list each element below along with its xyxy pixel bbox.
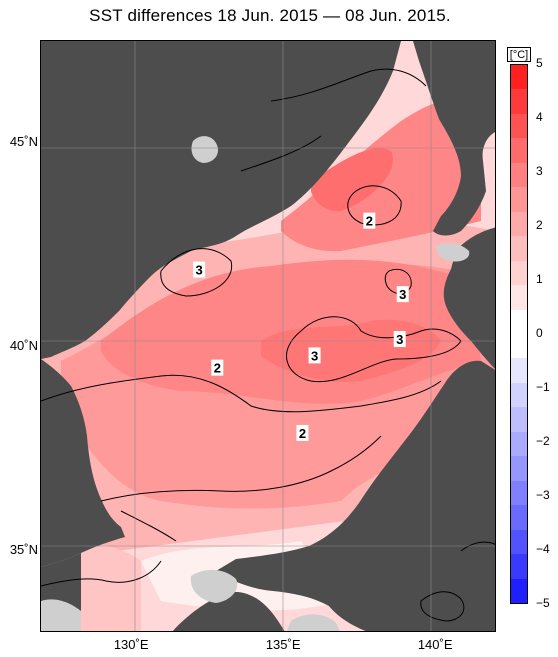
- colorbar-segment: [511, 89, 527, 115]
- svg-text:3: 3: [195, 263, 202, 278]
- colorbar-segment: [511, 113, 527, 139]
- colorbar-tick-label: −1: [536, 380, 550, 394]
- colorbar-tick-label: 0: [536, 326, 543, 340]
- colorbar-segment: [511, 456, 527, 482]
- colorbar-tick-label: 3: [536, 164, 543, 178]
- no-data-areas: [41, 136, 470, 631]
- svg-text:2: 2: [366, 214, 373, 229]
- colorbar-segment: [511, 211, 527, 237]
- svg-text:2: 2: [299, 426, 306, 441]
- latitude-label: 45˚N: [9, 134, 38, 150]
- colorbar-tick-label: −2: [536, 434, 550, 448]
- colorbar-tick-label: −5: [536, 596, 550, 610]
- sst-map: 2 3 3 3 3 2 2: [40, 40, 496, 632]
- colorbar-tick-label: 1: [536, 272, 543, 286]
- contour-value-label: 2: [363, 212, 376, 229]
- colorbar-tick-label: 4: [536, 110, 543, 124]
- colorbar-segment: [511, 236, 527, 262]
- svg-text:3: 3: [311, 348, 318, 363]
- colorbar-segment: [511, 554, 527, 580]
- contour-value-label: 2: [211, 359, 224, 376]
- longitude-label: 135˚E: [265, 637, 301, 652]
- colorbar-segment: [511, 431, 527, 457]
- grid-lines: [41, 41, 495, 631]
- colorbar-tick-label: −4: [536, 542, 550, 556]
- longitude-label: 140˚E: [417, 637, 453, 652]
- colorbar-segment: [511, 260, 527, 286]
- page-title: SST differences 18 Jun. 2015 — 08 Jun. 2…: [89, 6, 451, 25]
- colorbar-tick-label: −3: [536, 488, 550, 502]
- longitude-label: 130˚E: [113, 637, 149, 652]
- colorbar-segment: [511, 187, 527, 213]
- svg-text:2: 2: [214, 361, 221, 376]
- contour-value-label: 3: [393, 331, 406, 348]
- latitude-label: 40˚N: [9, 338, 38, 354]
- colorbar-segment: [511, 65, 527, 90]
- contour-lines: [41, 68, 495, 622]
- colorbar-segment: [511, 480, 527, 506]
- contour-value-label: 2: [296, 424, 309, 441]
- contour-value-label: 3: [308, 347, 321, 364]
- svg-text:3: 3: [399, 287, 406, 302]
- colorbar-tick-label: 2: [536, 218, 543, 232]
- contour-labels: 2 3 3 3 3 2 2: [193, 212, 409, 441]
- colorbar-unit: [°C]: [507, 47, 531, 62]
- colorbar-segment: [511, 138, 527, 164]
- colorbar-tick-label: 5: [536, 56, 543, 70]
- colorbar-segment: [511, 358, 527, 384]
- colorbar-segment: [511, 382, 527, 408]
- colorbar-segment: [511, 162, 527, 188]
- colorbar-segment: [511, 529, 527, 555]
- colorbar-segment: [511, 578, 527, 604]
- colorbar-segment: [511, 334, 527, 359]
- colorbar: [510, 64, 528, 604]
- latitude-label: 35˚N: [9, 542, 38, 558]
- contour-value-label: 3: [193, 261, 206, 278]
- colorbar-segment: [511, 309, 527, 335]
- contour-value-label: 3: [396, 286, 409, 303]
- svg-text:3: 3: [396, 332, 403, 347]
- colorbar-segment: [511, 505, 527, 531]
- colorbar-segment: [511, 407, 527, 433]
- colorbar-segment: [511, 285, 527, 311]
